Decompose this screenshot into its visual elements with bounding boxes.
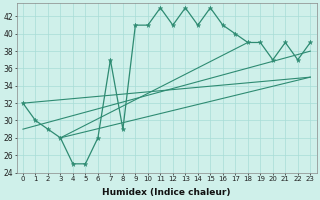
X-axis label: Humidex (Indice chaleur): Humidex (Indice chaleur) [102,188,231,197]
